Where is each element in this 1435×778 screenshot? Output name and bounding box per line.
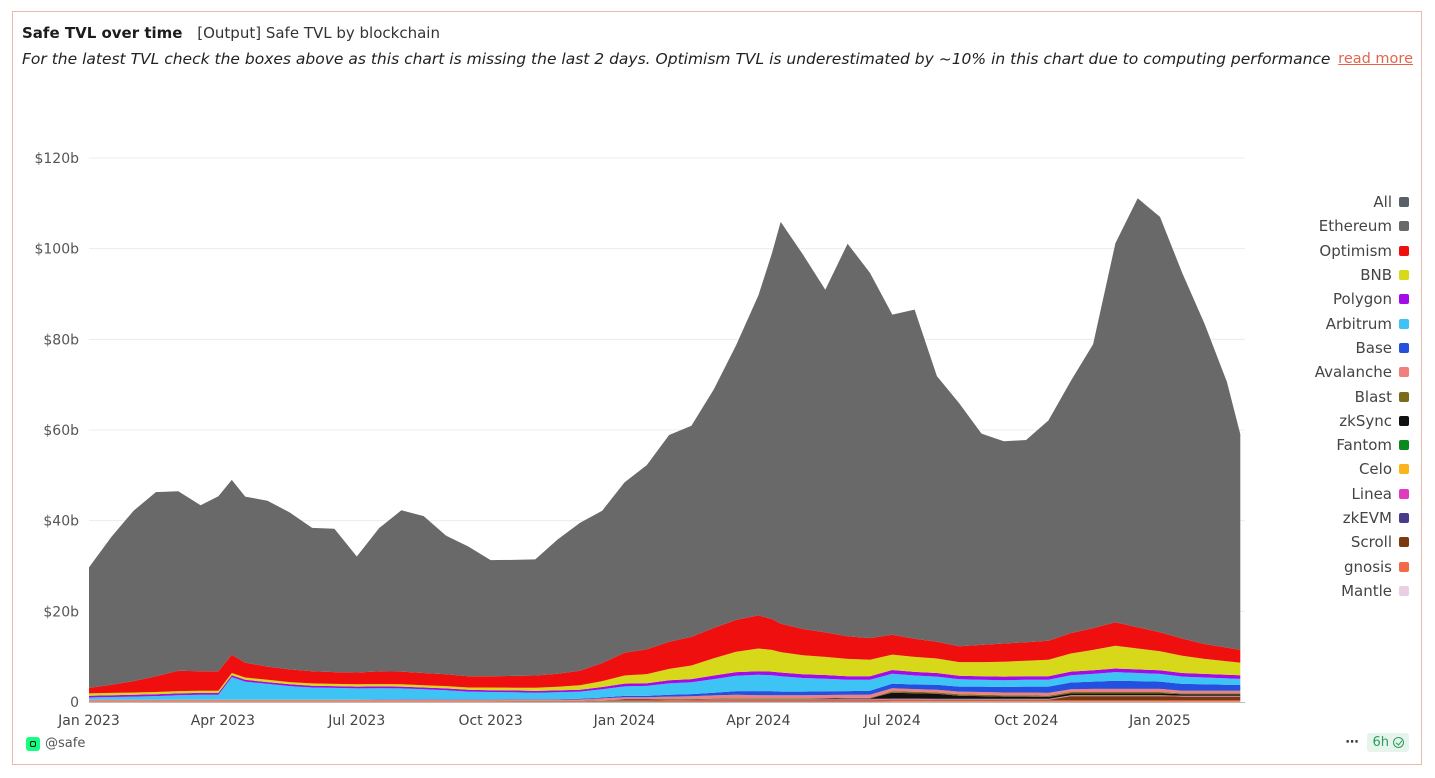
y-tick-label: $100b [34,242,79,258]
more-options-button[interactable]: ⋯ [1345,735,1360,750]
legend-item-fantom[interactable]: Fantom [1315,433,1409,457]
owner-handle: @safe [45,736,86,751]
legend-label: All [1373,193,1392,212]
safe-logo-icon [26,736,40,751]
legend-swatch [1399,342,1409,353]
chart-legend: All Ethereum Optimism BNB Polygon Arbitrum Bas… [1315,190,1409,603]
legend-item-bnb[interactable]: BNB [1315,263,1409,287]
legend-label: Polygon [1333,290,1392,309]
legend-swatch [1399,367,1409,378]
area-series-ethereum [89,198,1241,688]
legend-item-polygon[interactable]: Polygon [1315,287,1409,311]
x-tick-label: Apr 2023 [191,713,255,729]
legend-swatch [1399,537,1409,548]
y-tick-label: 0 [70,695,79,711]
legend-swatch [1399,513,1409,523]
legend-item-all[interactable]: All [1315,190,1409,214]
area-series-scroll [89,696,1241,702]
legend-label: Mantle [1341,581,1392,600]
legend-item-ethereum[interactable]: Ethereum [1315,214,1409,238]
legend-swatch [1399,561,1409,572]
legend-item-optimism[interactable]: Optimism [1315,239,1409,263]
y-tick-label: $80b [43,332,79,348]
area-series-zkevm [89,696,1241,702]
legend-label: Celo [1358,460,1392,479]
legend-label: Arbitrum [1325,314,1392,333]
x-tick-label: Jul 2023 [327,713,385,729]
legend-swatch [1399,488,1409,499]
area-series-zksync [89,692,1241,702]
legend-item-zksync[interactable]: zkSync [1315,409,1409,433]
x-tick-label: Jan 2023 [57,713,120,729]
legend-label: Base [1355,338,1392,357]
refresh-interval: 6h [1372,735,1389,750]
legend-item-celo[interactable]: Celo [1315,457,1409,481]
footer-actions: ⋯ 6h [1345,733,1409,752]
description-row: For the latest TVL check the boxes above… [22,50,1413,68]
legend-item-zkevm[interactable]: zkEVM [1315,506,1409,530]
area-series-optimism [89,615,1241,694]
legend-item-linea[interactable]: Linea [1315,482,1409,506]
legend-item-gnosis[interactable]: gnosis [1315,554,1409,578]
legend-item-blast[interactable]: Blast [1315,384,1409,408]
legend-swatch [1399,440,1409,451]
check-circle-icon [1393,737,1404,748]
title-row: Safe TVL over time [Output] Safe TVL by … [22,24,1413,42]
chart-title: Safe TVL over time [22,24,183,42]
refresh-status-badge[interactable]: 6h [1367,733,1409,752]
legend-swatch [1399,585,1409,596]
legend-label: Ethereum [1318,217,1392,236]
legend-swatch [1399,221,1409,232]
y-tick-label: $60b [43,423,79,439]
chart-subtitle: [Output] Safe TVL by blockchain [197,24,440,42]
legend-swatch [1399,294,1409,305]
read-more-link[interactable]: read more [1338,51,1413,67]
y-tick-label: $120b [34,151,79,167]
legend-label: Linea [1351,484,1392,503]
chart-header: Safe TVL over time [Output] Safe TVL by … [22,24,1413,68]
legend-label: Blast [1354,387,1392,406]
area-series-avalanche [89,688,1241,702]
legend-label: Avalanche [1314,363,1392,382]
legend-item-base[interactable]: Base [1315,336,1409,360]
area-series-arbitrum [89,672,1241,700]
legend-item-avalanche[interactable]: Avalanche [1315,360,1409,384]
x-tick-label: Apr 2024 [726,713,790,729]
legend-swatch [1399,464,1409,475]
area-series-blast [89,691,1241,702]
legend-label: zkSync [1339,411,1392,430]
x-tick-label: Oct 2024 [994,713,1058,729]
owner-badge[interactable]: @safe [26,736,85,751]
x-tick-label: Oct 2023 [458,713,522,729]
x-tick-label: Jul 2024 [863,713,921,729]
legend-swatch [1399,415,1409,426]
area-series-bnb [89,645,1241,696]
legend-swatch [1399,270,1409,281]
area-series-gnosis [89,700,1241,702]
legend-label: Fantom [1336,436,1392,455]
area-series-polygon [89,668,1241,698]
legend-swatch [1399,318,1409,329]
y-tick-label: $40b [43,514,79,530]
legend-item-mantle[interactable]: Mantle [1315,579,1409,603]
x-tick-label: Jan 2024 [593,713,656,729]
legend-label: zkEVM [1342,509,1392,527]
legend-swatch [1399,197,1409,208]
legend-label: gnosis [1343,557,1392,576]
chart-description: For the latest TVL check the boxes above… [22,50,1334,68]
legend-label: Scroll [1350,533,1392,552]
legend-label: BNB [1360,266,1392,285]
y-tick-label: $20b [43,604,79,620]
area-series-base [89,680,1241,700]
legend-swatch [1399,245,1409,256]
legend-item-scroll[interactable]: Scroll [1315,530,1409,554]
x-tick-label: Jan 2025 [1128,713,1191,729]
legend-label: Optimism [1319,241,1392,260]
legend-swatch [1399,391,1409,402]
legend-item-arbitrum[interactable]: Arbitrum [1315,311,1409,335]
